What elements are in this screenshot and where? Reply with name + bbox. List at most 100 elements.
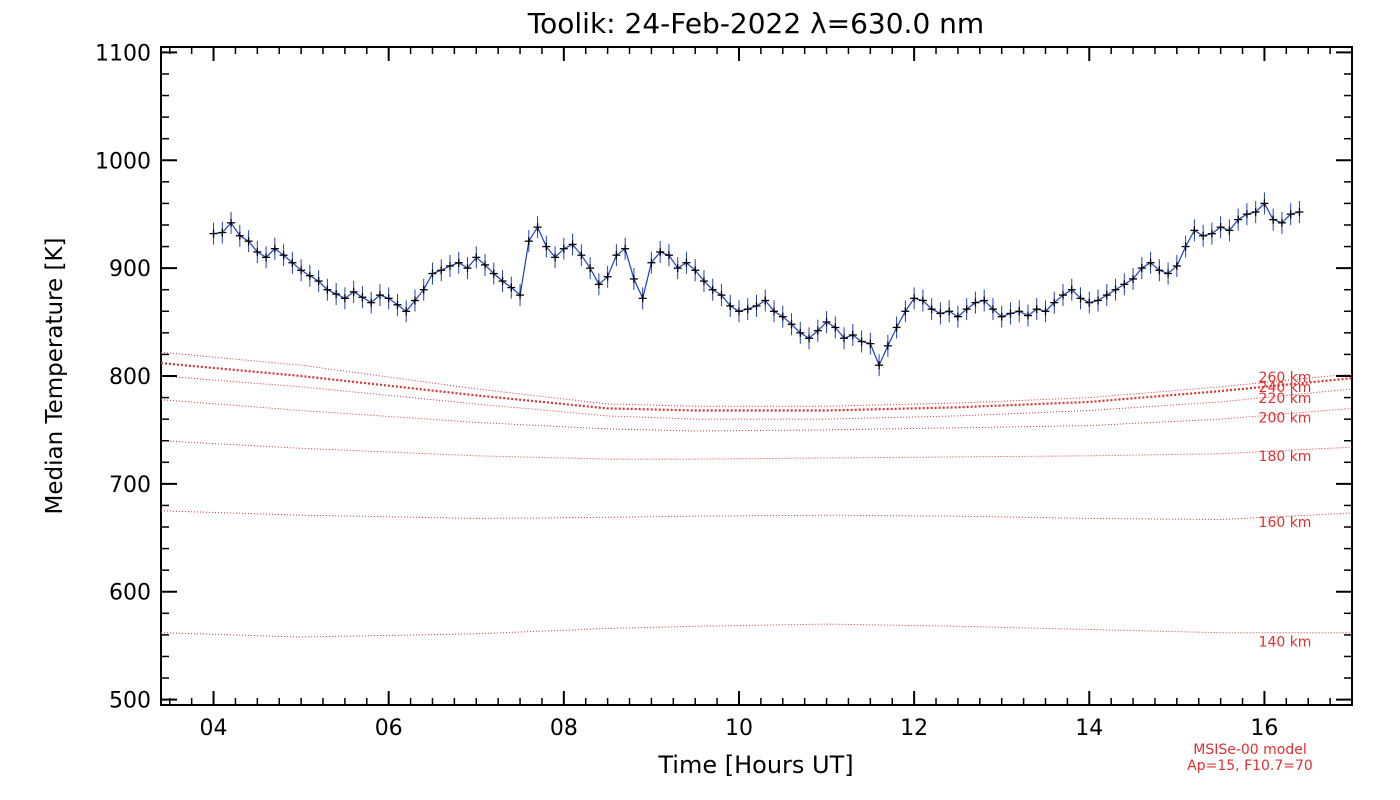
measurement-point: [1295, 201, 1304, 224]
measurement-point: [857, 330, 866, 353]
measurement-point: [638, 287, 647, 310]
measurement-point: [971, 291, 980, 314]
measurement-point: [962, 298, 971, 321]
model-label-160-km: 160 km: [1259, 515, 1312, 531]
measurement-line: [213, 202, 1300, 367]
axis-ticks: 04 06 08 10 12 14 16 500 600 700 800 900 1000 1100: [95, 41, 1353, 741]
measurement-point: [1059, 284, 1068, 307]
measurement-point: [227, 211, 236, 234]
measurement-point: [770, 300, 779, 323]
measurement-point: [410, 289, 419, 312]
model-curve-200-km: [160, 399, 1353, 432]
measurement-point: [831, 316, 840, 339]
measurement-point: [349, 280, 358, 303]
measurement-point: [910, 287, 919, 310]
measurement-point: [1277, 211, 1286, 234]
measurement-point: [743, 298, 752, 321]
measurement-point: [980, 289, 989, 312]
chart-title: Toolik: 24-Feb-2022 λ=630.0 nm: [527, 7, 984, 40]
measurement-point: [918, 289, 927, 312]
model-curve-260-km: [160, 351, 1353, 407]
measurement-point: [314, 270, 323, 293]
measurement-point: [1216, 216, 1225, 239]
model-note-params: Ap=15, F10.7=70: [1187, 758, 1313, 774]
measurement-point: [1129, 267, 1138, 290]
y-tick-label: 1000: [95, 149, 151, 174]
measurement-point: [1146, 251, 1155, 274]
measurement-point: [1225, 219, 1234, 242]
measurement-point: [927, 298, 936, 321]
x-tick-label: 06: [375, 716, 403, 741]
measurement-point: [1094, 289, 1103, 312]
model-label-260-km: 260 km: [1259, 370, 1312, 386]
measurement-point: [1137, 257, 1146, 280]
measurement-point: [822, 311, 831, 334]
measurement-point: [1269, 208, 1278, 231]
measurement-point: [428, 262, 437, 285]
x-tick-label: 16: [1250, 716, 1278, 741]
measurement-point: [1172, 254, 1181, 277]
measurement-series: [209, 192, 1304, 377]
measurement-point: [691, 259, 700, 282]
model-curve-140-km: [160, 623, 1352, 638]
measurement-point: [647, 251, 656, 274]
measurement-point: [305, 264, 314, 287]
measurement-point: [594, 273, 603, 296]
y-tick-label: 600: [109, 581, 151, 606]
measurement-point: [1260, 192, 1269, 215]
measurement-point: [384, 287, 393, 310]
measurement-point: [498, 270, 507, 293]
measurement-point: [1164, 262, 1173, 285]
measurement-point: [577, 244, 586, 267]
measurement-point: [840, 327, 849, 350]
measurement-point: [279, 244, 288, 267]
measurement-point: [726, 294, 735, 317]
measurement-point: [682, 251, 691, 274]
measurement-point: [1190, 219, 1199, 242]
measurement-point: [218, 221, 227, 244]
x-tick-label: 08: [550, 716, 578, 741]
measurement-point: [533, 216, 542, 239]
measurement-point: [437, 259, 446, 282]
model-label-240-km: 240 km: [1259, 380, 1312, 396]
measurement-point: [699, 270, 708, 293]
measurement-point: [787, 313, 796, 336]
measurement-point: [673, 257, 682, 280]
measurement-point: [516, 284, 525, 307]
measurement-point: [805, 327, 814, 350]
x-tick-label: 04: [200, 716, 228, 741]
measurement-point: [1234, 208, 1243, 231]
measurement-point: [664, 244, 673, 267]
measurement-point: [734, 300, 743, 323]
measurement-point: [288, 251, 297, 274]
model-curve-240-km: [160, 362, 1353, 412]
y-tick-label: 800: [109, 365, 151, 390]
measurement-point: [612, 244, 621, 267]
measurement-point: [953, 305, 962, 328]
measurement-point: [656, 240, 665, 263]
measurement-point: [393, 293, 402, 316]
y-tick-label: 900: [109, 257, 151, 282]
measurement-point: [402, 300, 411, 323]
measurement-point: [1050, 291, 1059, 314]
measurement-point: [1199, 224, 1208, 247]
measurement-point: [1120, 273, 1129, 296]
measurement-point: [358, 286, 367, 309]
measurement-point: [489, 262, 498, 285]
measurement-point: [761, 289, 770, 312]
measurement-point: [332, 283, 341, 306]
measurement-point: [551, 246, 560, 269]
measurement-point: [253, 240, 262, 263]
measurement-point: [481, 253, 490, 276]
measurement-point: [367, 291, 376, 314]
measurement-point: [997, 305, 1006, 328]
measurement-point: [507, 276, 516, 299]
x-tick-label: 12: [900, 716, 928, 741]
measurement-point: [524, 230, 533, 253]
model-label-220-km: 220 km: [1259, 391, 1312, 407]
plot-frame: [160, 46, 1353, 706]
x-tick-label: 14: [1075, 716, 1103, 741]
measurement-point: [463, 257, 472, 280]
